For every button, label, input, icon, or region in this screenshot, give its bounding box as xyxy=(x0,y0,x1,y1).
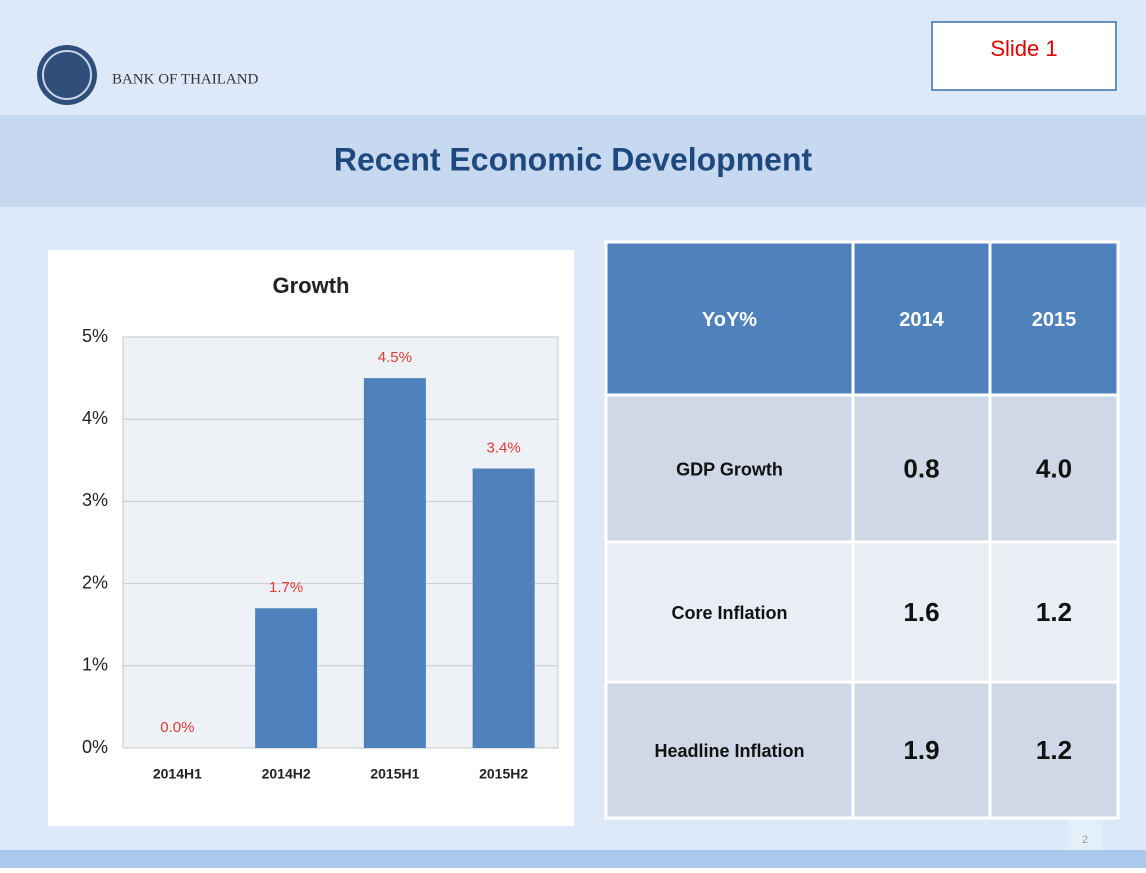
table-cell xyxy=(604,393,855,544)
table-cell xyxy=(851,680,992,820)
logo-text: BANK OF THAILAND xyxy=(112,71,259,87)
y-tick-label: 3% xyxy=(82,490,108,510)
logo-ring xyxy=(42,50,92,100)
table-text: 2015 xyxy=(1032,309,1077,331)
table-text: 0.8 xyxy=(903,453,939,483)
table-cell xyxy=(851,393,992,544)
table-text: Headline Inflation xyxy=(654,741,804,761)
data-label: 3.4% xyxy=(487,439,521,456)
y-tick-label: 1% xyxy=(82,655,108,675)
data-label: 0.0% xyxy=(160,719,194,736)
table-cell xyxy=(604,680,855,820)
data-label: 1.7% xyxy=(269,579,303,596)
table-text: 1.2 xyxy=(1036,735,1072,765)
table-cell xyxy=(988,393,1120,544)
table-text: GDP Growth xyxy=(676,459,783,479)
slide-label: Slide 1 xyxy=(990,36,1057,61)
table-cell xyxy=(988,540,1120,684)
table-text: Core Inflation xyxy=(672,603,788,623)
table-cell xyxy=(604,240,855,397)
data-label: 4.5% xyxy=(378,349,412,366)
table-cell xyxy=(851,540,992,684)
bar xyxy=(255,608,318,748)
x-tick-label: 2015H1 xyxy=(370,766,419,782)
x-tick-label: 2014H1 xyxy=(153,766,202,782)
table-text: 4.0 xyxy=(1036,453,1072,483)
table-cell xyxy=(988,680,1120,820)
table-text: 1.9 xyxy=(903,735,939,765)
x-tick-label: 2015H2 xyxy=(479,766,528,782)
table-text: 2014 xyxy=(899,309,944,331)
bar xyxy=(363,378,426,748)
y-tick-label: 2% xyxy=(82,572,108,592)
table-text: 1.2 xyxy=(1036,597,1072,627)
logo xyxy=(37,45,97,105)
table-text: YoY% xyxy=(702,309,757,331)
bar xyxy=(472,468,535,748)
table-text: 1.6 xyxy=(903,597,939,627)
y-tick-label: 5% xyxy=(82,326,108,346)
table-cell xyxy=(604,540,855,684)
x-tick-label: 2014H2 xyxy=(262,766,311,782)
title-band xyxy=(0,115,1146,207)
y-tick-label: 0% xyxy=(82,737,108,757)
y-tick-label: 4% xyxy=(82,408,108,428)
page-number: 2 xyxy=(1082,834,1088,846)
slide-title: Recent Economic Development xyxy=(334,141,813,177)
bottom-band xyxy=(0,850,1146,868)
slide-label-box xyxy=(931,21,1117,91)
chart-title: Growth xyxy=(273,273,350,298)
